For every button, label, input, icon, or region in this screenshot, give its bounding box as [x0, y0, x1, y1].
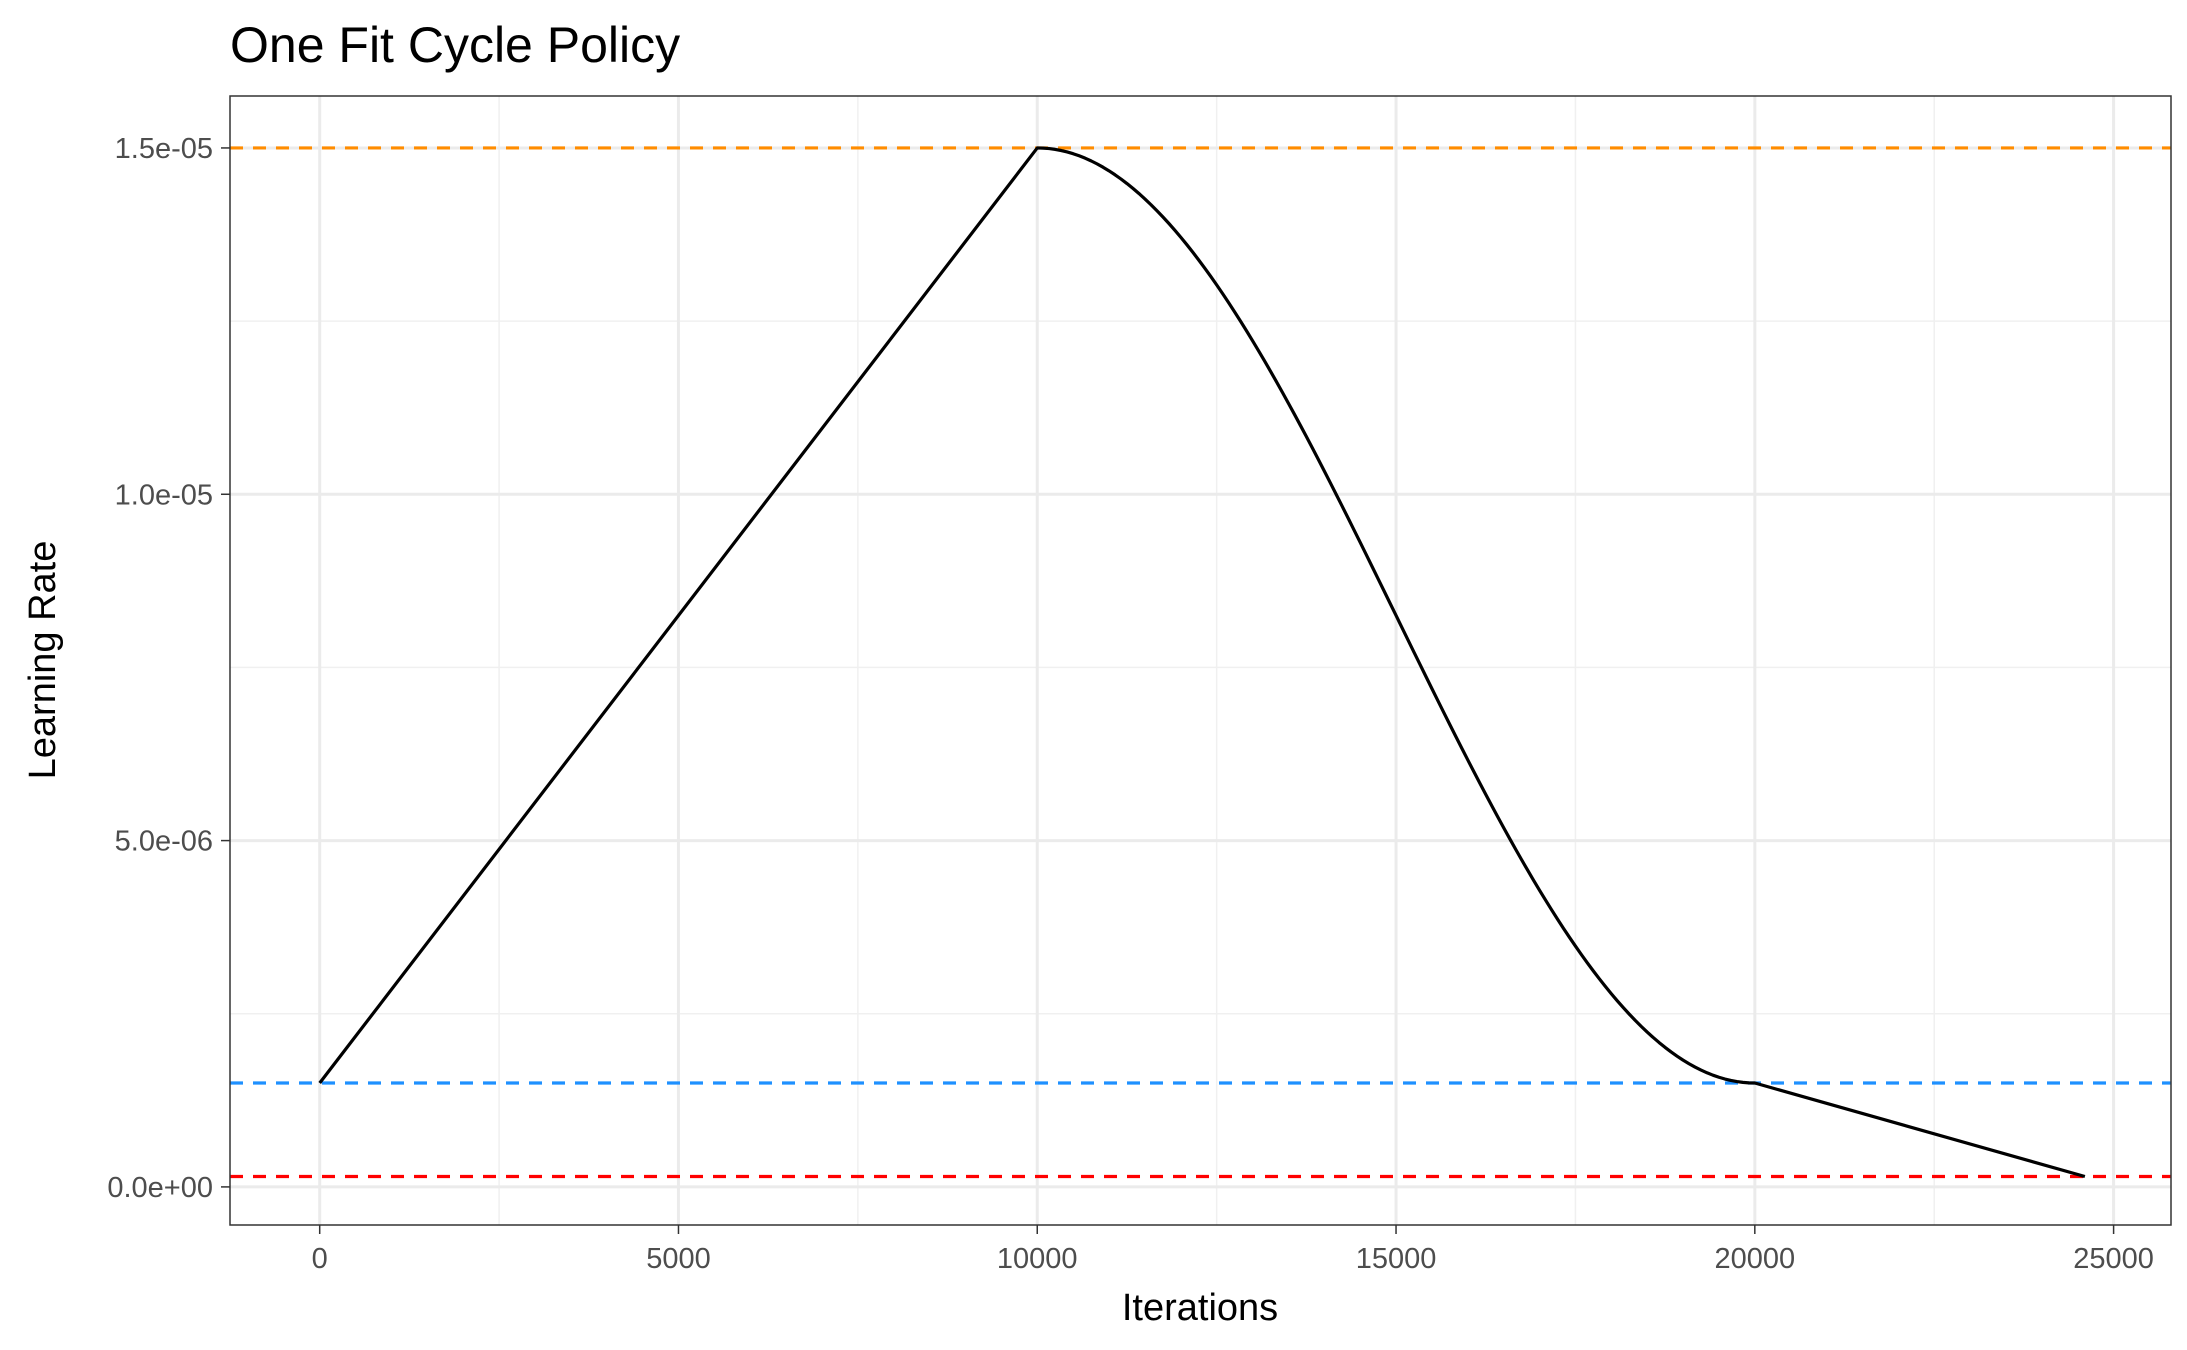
x-tick-label: 10000 — [997, 1243, 1078, 1275]
y-tick-label: 1.0e-05 — [115, 479, 213, 511]
plot-panel — [230, 96, 2171, 1225]
y-tick-label: 1.5e-05 — [115, 133, 213, 165]
x-tick-label: 5000 — [646, 1243, 711, 1275]
series-lines — [318, 146, 2086, 1179]
reference-lines — [230, 146, 2171, 1179]
x-tick-label: 20000 — [1714, 1243, 1795, 1275]
x-axis-title: Iterations — [1122, 1287, 1278, 1329]
x-tick-label: 25000 — [2073, 1243, 2154, 1275]
plot-border — [229, 95, 2172, 1226]
y-tick-label: 0.0e+00 — [107, 1172, 213, 1204]
learning-rate-line — [318, 146, 2086, 1179]
y-axis-ticks: 0.0e+00 5.0e-06 1.0e-05 1.5e-05 — [107, 133, 230, 1204]
x-axis-ticks: 0 5000 10000 15000 20000 25000 — [312, 1225, 2154, 1275]
y-axis-title: Learning Rate — [22, 541, 64, 780]
x-tick-label: 15000 — [1356, 1243, 1437, 1275]
y-tick-label: 5.0e-06 — [115, 826, 213, 858]
x-tick-label: 0 — [312, 1243, 328, 1275]
chart-title: One Fit Cycle Policy — [230, 17, 680, 73]
